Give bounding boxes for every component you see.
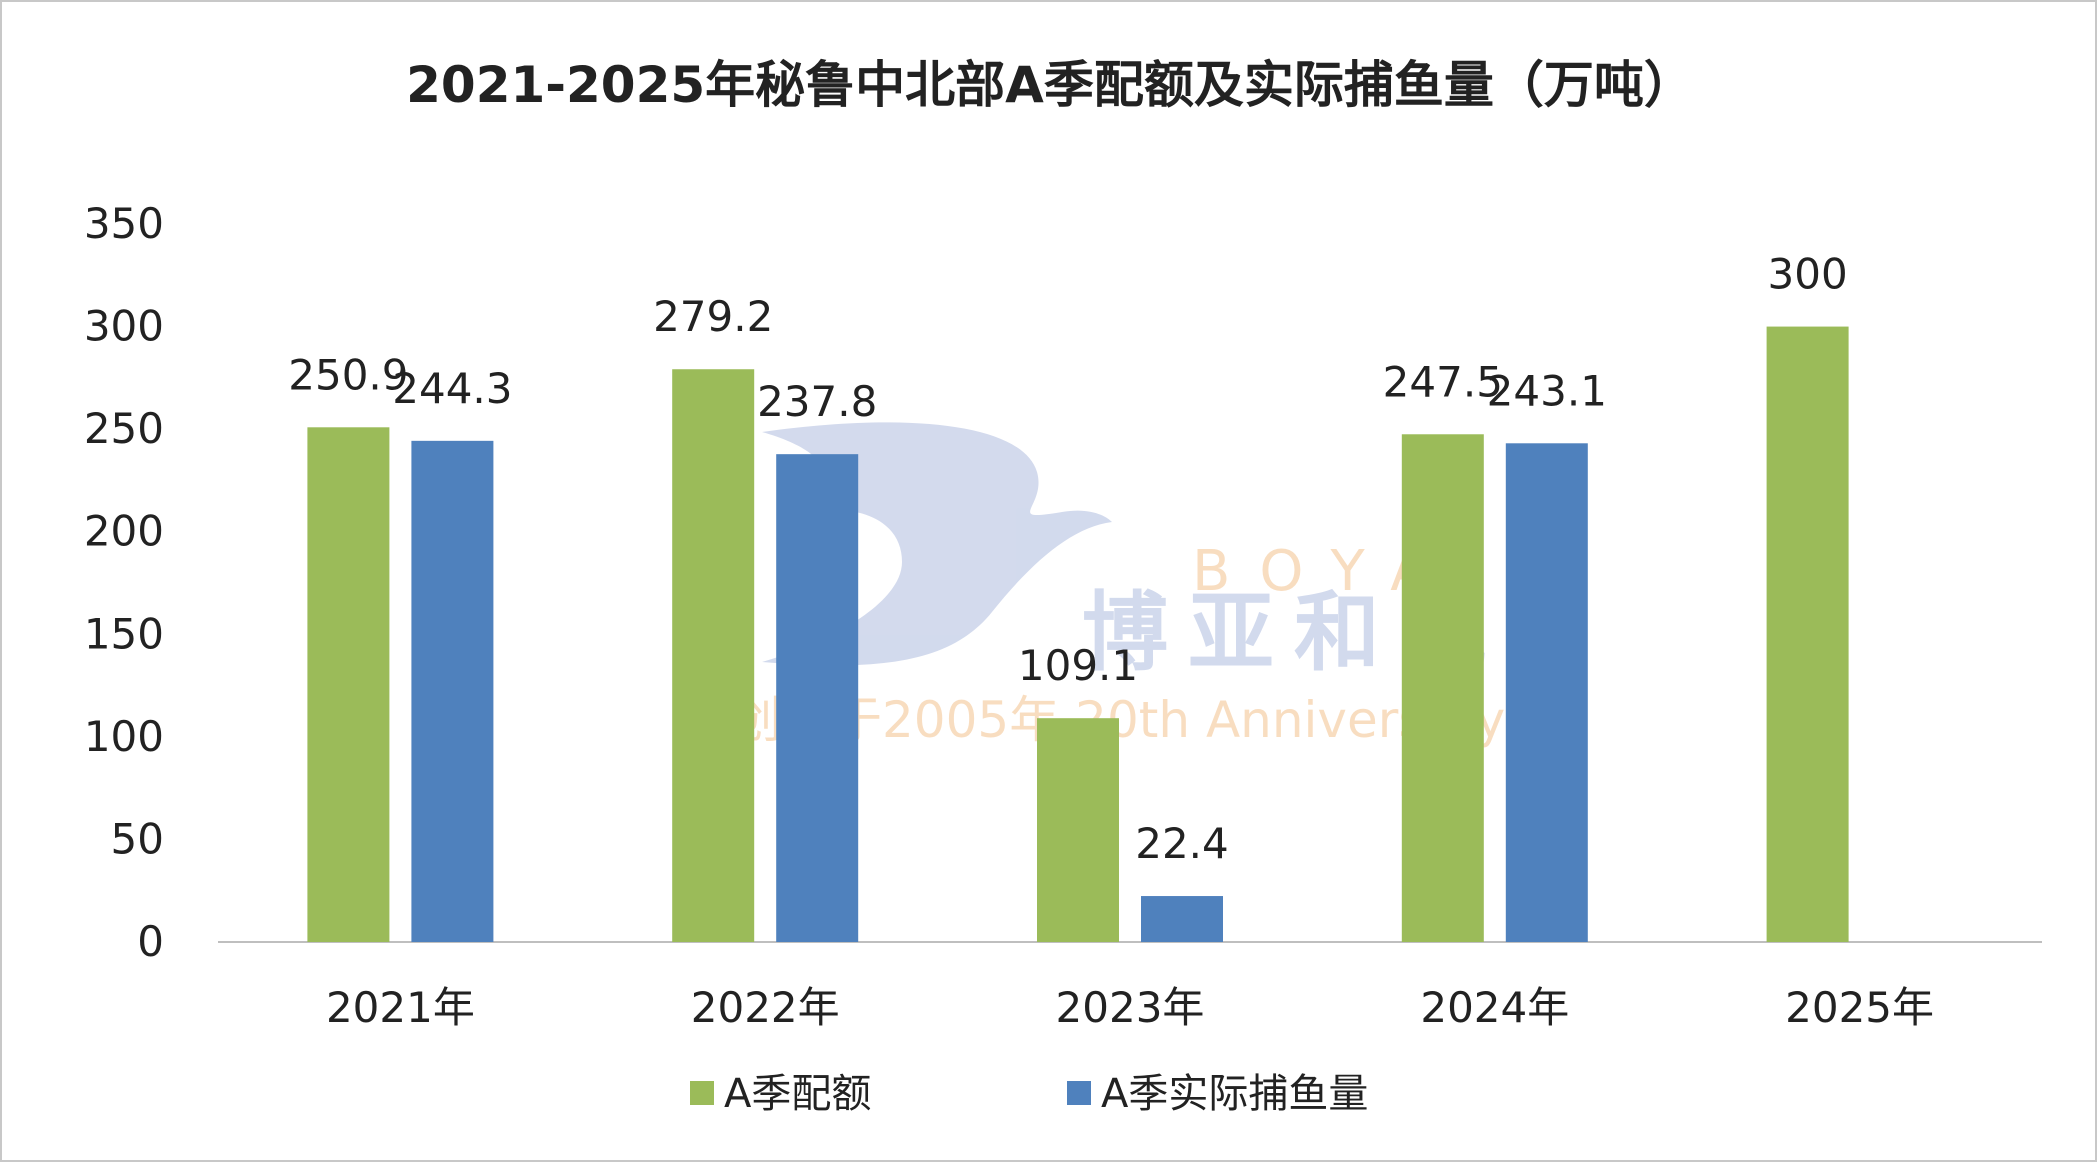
data-label: 237.8 [757,377,877,426]
data-label: 279.2 [653,292,773,341]
data-label: 300 [1768,250,1848,299]
y-tick-label: 300 [84,302,164,351]
data-label: 244.3 [392,364,512,413]
x-tick-label: 2025年 [1785,983,1934,1032]
y-tick-label: 350 [84,199,164,248]
data-label: 243.1 [1487,366,1607,415]
x-tick-label: 2023年 [1056,983,1205,1032]
x-tick-label: 2022年 [691,983,840,1032]
legend-swatch [1067,1081,1091,1105]
x-axis: 2021年 2022年 2023年 2024年 2025年 [326,983,1934,1032]
bar-catch [776,454,859,942]
legend-label: A季实际捕鱼量 [1101,1071,1368,1117]
bar-catch [1505,443,1588,942]
legend-label: A季配额 [724,1071,871,1117]
y-axis: 0 50 100 150 200 250 300 350 [84,199,164,966]
y-tick-label: 50 [111,814,164,863]
x-tick-label: 2021年 [326,983,475,1032]
bar-quota [1401,434,1484,942]
data-label: 247.5 [1383,357,1503,406]
y-tick-label: 250 [84,404,164,453]
data-label: 109.1 [1018,641,1138,690]
data-label: 250.9 [288,350,408,399]
bar-quota [672,369,755,942]
chart-title: 2021-2025年秘鲁中北部A季配额及实际捕鱼量（万吨） [406,56,1694,114]
y-tick-label: 0 [137,917,164,966]
bar-quota [1766,326,1849,943]
y-tick-label: 200 [84,507,164,556]
bar-quota [307,427,390,942]
bar-quota [1037,718,1119,942]
bar-catch [1141,896,1223,942]
x-tick-label: 2024年 [1420,983,1569,1032]
bar-catch [411,440,494,942]
legend-swatch [690,1081,714,1105]
bars [307,326,1849,943]
data-label: 22.4 [1135,819,1229,868]
watermark-brand: BOYA [1192,539,1459,604]
legend: A季配额 A季实际捕鱼量 [690,1071,1368,1117]
y-tick-label: 150 [84,609,164,658]
y-tick-label: 100 [84,712,164,761]
